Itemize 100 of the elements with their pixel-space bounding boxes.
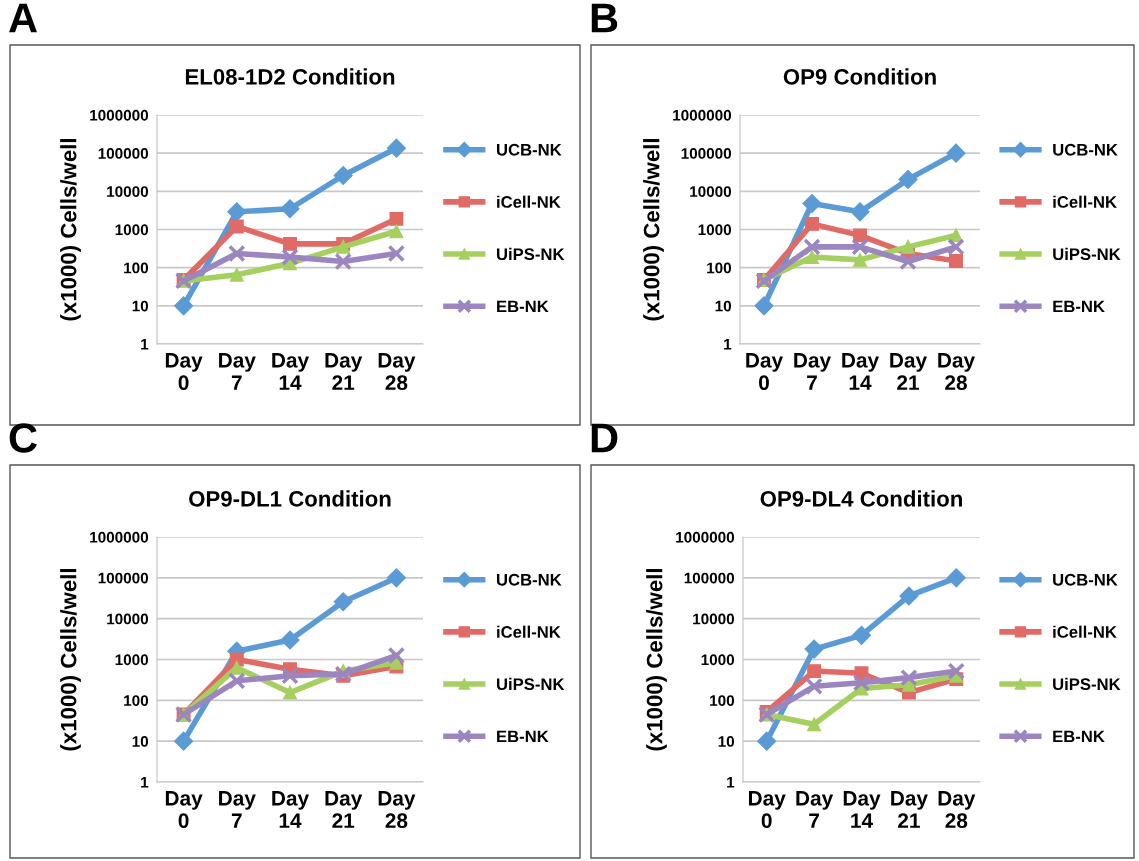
point — [334, 252, 352, 271]
point — [386, 568, 406, 588]
y-tick-label: 10000 — [107, 613, 149, 625]
legend-label: iCell-NK — [1053, 625, 1117, 638]
x-tick-label: Day 7 — [219, 353, 256, 390]
y-tick-label: 10 — [718, 736, 735, 747]
point — [227, 202, 247, 222]
y-tick-label: 10 — [132, 736, 149, 747]
legend-label: EB-NK — [497, 300, 549, 313]
chart-title: OP9-DL1 Condition — [189, 490, 391, 507]
point — [283, 685, 297, 700]
point — [898, 169, 918, 189]
y-tick-label: 10 — [715, 300, 732, 312]
y-tick-label: 10 — [132, 300, 149, 312]
chart-title: OP9 Condition — [783, 68, 936, 85]
y-tick-label: 1000 — [115, 654, 149, 666]
point — [900, 668, 918, 687]
x-tick-label: Day 14 — [272, 353, 309, 390]
point — [387, 244, 406, 263]
point — [807, 664, 822, 679]
legend-label: iCell-NK — [497, 195, 561, 208]
point — [807, 717, 822, 732]
x-tick-label: Day 28 — [938, 353, 975, 391]
text: C — [9, 423, 37, 453]
y-tick-label: 1000000 — [676, 531, 735, 543]
y-tick-label: 1000 — [698, 224, 732, 236]
point — [228, 244, 246, 263]
y-tick-label: 1000 — [701, 654, 735, 666]
point — [851, 238, 869, 256]
y-axis-title: (x1000) Cells/well — [643, 139, 664, 321]
legend-label: UiPS-NK — [1053, 247, 1121, 261]
point — [387, 646, 406, 665]
legend-label: iCell-NK — [1053, 195, 1117, 208]
point — [850, 202, 870, 222]
chart-title: OP9-DL4 Condition — [760, 490, 962, 507]
legend-label: UCB-NK — [1053, 573, 1118, 586]
legend-label: UCB-NK — [496, 573, 562, 586]
x-tick-label: Day 21 — [325, 791, 363, 828]
legend-label: UiPS-NK — [496, 247, 565, 261]
y-tick-label: 100 — [124, 262, 149, 274]
point — [852, 674, 871, 692]
point — [949, 254, 963, 268]
legend-label: EB-NK — [1053, 300, 1105, 313]
x-tick-label: Day 28 — [378, 353, 416, 391]
y-axis-title: (x1000) Cells/well — [60, 139, 81, 321]
point — [805, 216, 819, 231]
x-tick-label: Day 21 — [325, 353, 363, 390]
y-axis-title: (x1000) Cells/well — [646, 569, 667, 751]
y-tick-label: 100000 — [684, 572, 735, 584]
x-tick-label: Day 14 — [843, 791, 881, 828]
point — [804, 639, 824, 659]
x-tick-label: Day 21 — [890, 353, 927, 390]
point — [947, 662, 965, 680]
x-tick-label: Day 28 — [378, 791, 416, 829]
x-tick-label: Day 0 — [165, 353, 203, 391]
x-tick-label: Day 0 — [746, 353, 783, 391]
point — [853, 252, 867, 267]
x-tick-label: Day 7 — [794, 353, 831, 390]
point — [280, 630, 300, 650]
x-tick-label: Day 0 — [165, 791, 203, 829]
point — [386, 138, 406, 158]
point — [754, 296, 774, 316]
point — [851, 625, 872, 645]
y-axis-title: (x1000) Cells/well — [60, 569, 81, 751]
y-tick-label: 100000 — [98, 148, 149, 159]
point — [280, 199, 300, 219]
text: D — [591, 423, 618, 453]
x-tick-label: Day 21 — [891, 791, 928, 828]
chart-title: EL08-1D2 Condition — [185, 68, 395, 85]
point — [229, 267, 244, 282]
y-tick-label: 100 — [707, 262, 732, 274]
y-tick-label: 1 — [724, 339, 732, 350]
point — [174, 296, 194, 316]
y-tick-label: 1000000 — [90, 531, 149, 543]
point — [757, 731, 777, 751]
point — [899, 586, 919, 606]
point — [946, 568, 966, 588]
x-tick-label: Day 14 — [842, 353, 879, 390]
x-tick-label: Day 0 — [748, 791, 786, 829]
legend-label: UiPS-NK — [496, 677, 565, 691]
point — [333, 592, 353, 612]
text: A — [9, 3, 37, 33]
x-tick-label: Day 28 — [938, 791, 976, 829]
y-tick-label: 1 — [141, 777, 149, 788]
y-tick-label: 1000000 — [90, 109, 149, 121]
point — [901, 239, 915, 254]
point — [281, 248, 299, 266]
y-tick-label: 1 — [141, 339, 149, 350]
x-tick-label: Day 14 — [272, 791, 309, 828]
point — [946, 143, 966, 163]
point — [389, 211, 404, 226]
legend-label: iCell-NK — [497, 625, 561, 638]
point — [389, 224, 404, 239]
y-tick-label: 100000 — [681, 148, 732, 159]
point — [802, 193, 822, 214]
y-tick-label: 100 — [124, 695, 149, 707]
point — [283, 236, 297, 251]
y-tick-label: 100 — [710, 695, 735, 707]
point — [228, 672, 246, 690]
point — [899, 252, 917, 271]
